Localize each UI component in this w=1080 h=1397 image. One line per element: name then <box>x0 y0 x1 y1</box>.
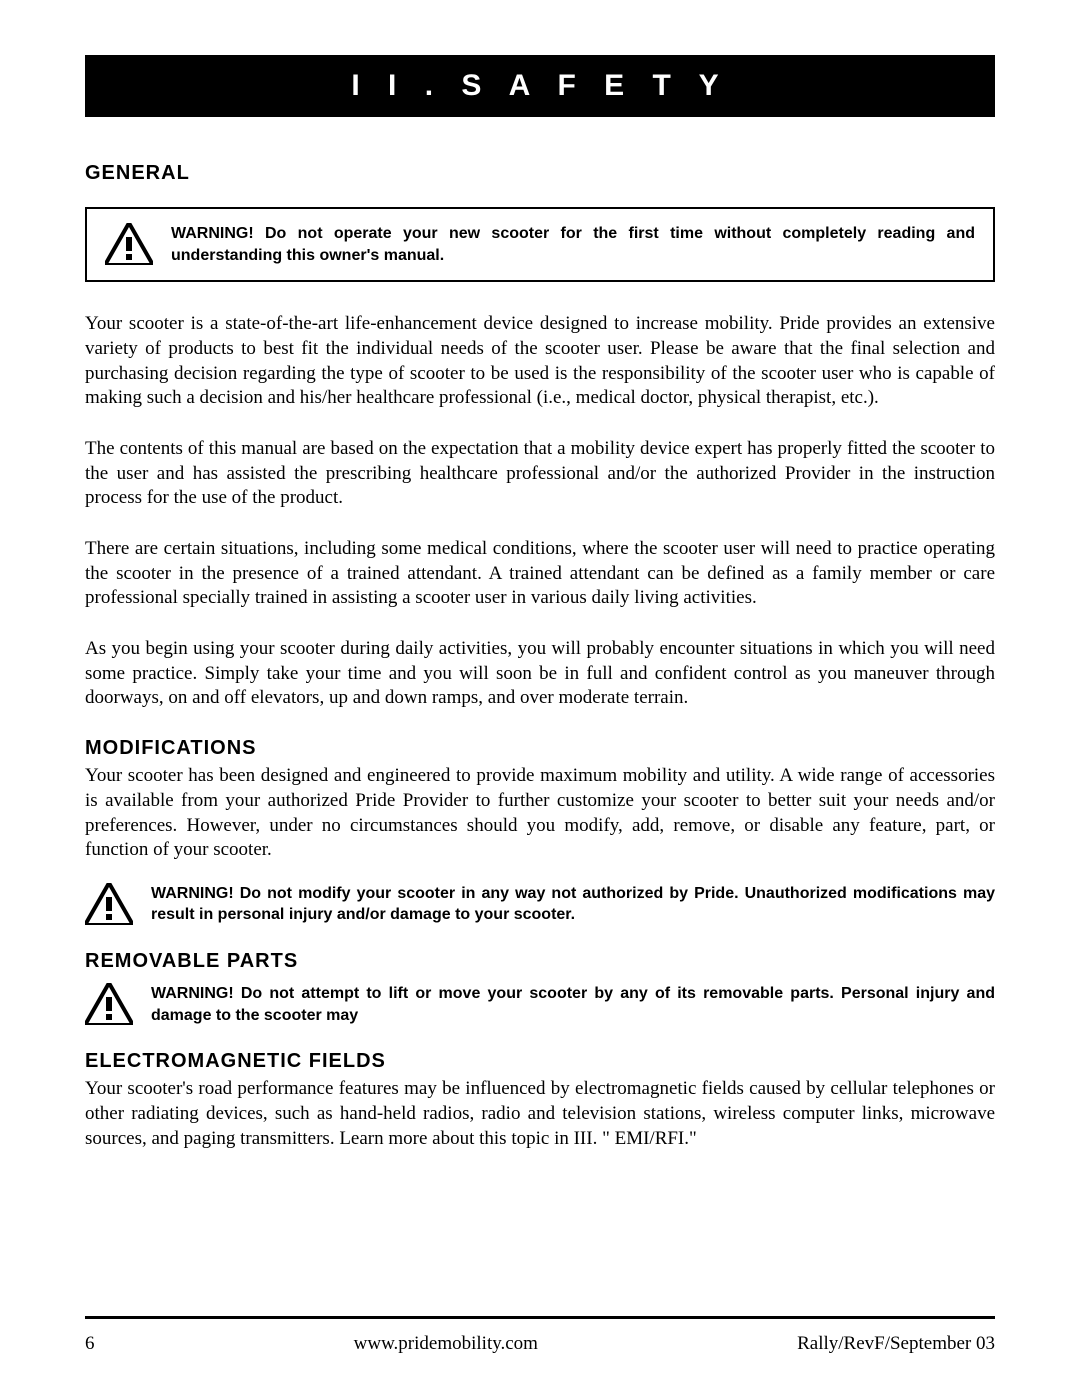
body-paragraph: There are certain situations, including … <box>85 537 995 611</box>
body-paragraph: As you begin using your scooter during d… <box>85 637 995 711</box>
page-content: I I . S A F E T Y GENERAL WARNING! Do no… <box>0 0 1080 1151</box>
body-paragraph: The contents of this manual are based on… <box>85 437 995 511</box>
section-heading-removable: REMOVABLE PARTS <box>85 950 995 973</box>
warning-icon <box>85 883 133 925</box>
page-number: 6 <box>85 1333 95 1355</box>
footer-rule <box>85 1316 995 1319</box>
warning-row-removable: WARNING! Do not attempt to lift or move … <box>85 977 995 1036</box>
warning-text-modifications: WARNING! Do not modify your scooter in a… <box>151 883 995 926</box>
warning-icon <box>105 223 153 265</box>
page-footer: 6 www.pridemobility.com Rally/RevF/Septe… <box>85 1333 995 1355</box>
footer-docref: Rally/RevF/September 03 <box>797 1333 995 1355</box>
footer-url: www.pridemobility.com <box>95 1333 798 1355</box>
chapter-header: I I . S A F E T Y <box>85 55 995 117</box>
chapter-title: I I . S A F E T Y <box>351 69 728 102</box>
warning-box-general: WARNING! Do not operate your new scooter… <box>85 207 995 282</box>
warning-row-modifications: WARNING! Do not modify your scooter in a… <box>85 877 995 936</box>
section-heading-general: GENERAL <box>85 162 995 185</box>
section-heading-modifications: MODIFICATIONS <box>85 737 995 760</box>
warning-text-removable: WARNING! Do not attempt to lift or move … <box>151 983 995 1026</box>
body-paragraph: Your scooter's road performance features… <box>85 1077 995 1151</box>
body-paragraph: Your scooter is a state-of-the-art life-… <box>85 312 995 411</box>
body-paragraph: Your scooter has been designed and engin… <box>85 764 995 863</box>
warning-icon <box>85 983 133 1025</box>
warning-text-general: WARNING! Do not operate your new scooter… <box>171 223 975 266</box>
section-heading-emf: ELECTROMAGNETIC FIELDS <box>85 1050 995 1073</box>
